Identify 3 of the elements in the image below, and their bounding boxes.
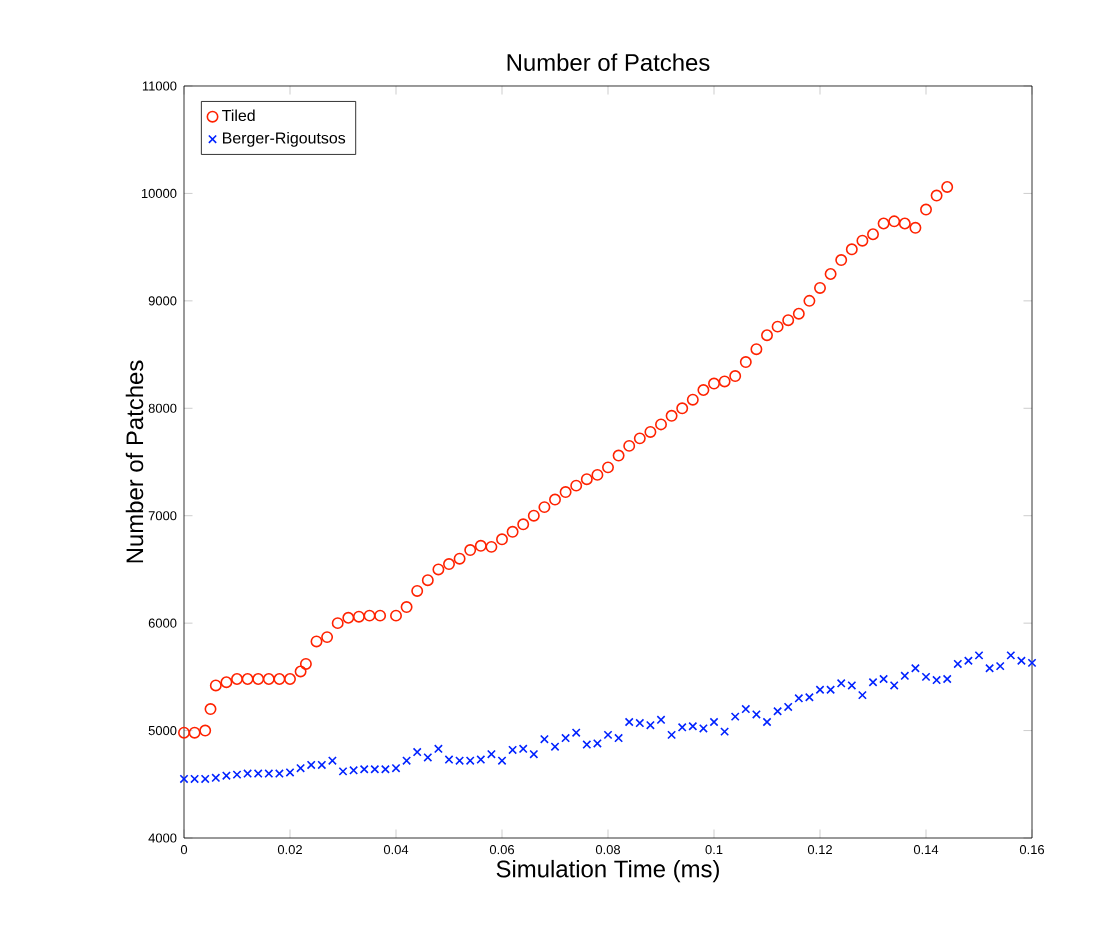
chart-title: Number of Patches: [507, 53, 710, 71]
y-axis-title: Number of Patches: [125, 360, 144, 563]
x-axis-title: Simulation Time (ms): [496, 859, 719, 883]
